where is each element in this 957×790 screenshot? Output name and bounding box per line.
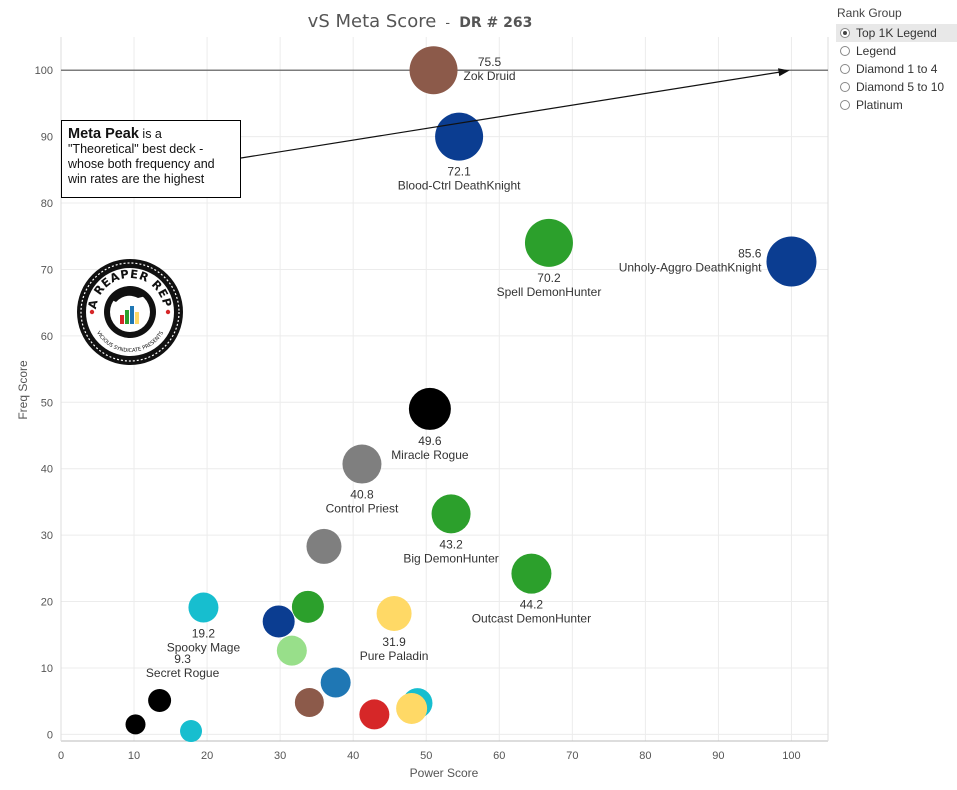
y-tick-label: 20 xyxy=(41,597,53,609)
data-point[interactable] xyxy=(524,218,573,267)
point-name-label: Secret Rogue xyxy=(146,666,220,680)
annotation-text: is a "Theoretical" best deck - whose bot… xyxy=(68,127,215,186)
radio-icon[interactable] xyxy=(840,100,850,110)
legend-item[interactable]: Legend xyxy=(836,42,957,60)
radio-icon[interactable] xyxy=(840,64,850,74)
data-point[interactable] xyxy=(376,595,412,631)
point-name-label: Blood-Ctrl DeathKnight xyxy=(398,179,521,193)
point-value-label: 44.2 xyxy=(520,598,544,612)
y-tick-label: 70 xyxy=(41,264,53,276)
legend-item-label: Top 1K Legend xyxy=(856,26,937,40)
legend-item-label: Platinum xyxy=(856,98,903,112)
data-reaper-logo: DATA REAPER REPORT VICIOUS SYNDICATE PRE… xyxy=(76,258,183,365)
point-value-label: 43.2 xyxy=(439,537,463,551)
chart-title-sep: - xyxy=(445,16,450,31)
point-name-label: Spooky Mage xyxy=(167,641,241,655)
rank-group-legend: Rank Group Top 1K Legend Legend Diamond 1 … xyxy=(836,6,957,114)
x-tick-label: 70 xyxy=(566,750,578,762)
data-point[interactable] xyxy=(148,688,172,712)
point-name-label: Unholy-Aggro DeathKnight xyxy=(619,260,762,274)
radio-icon[interactable] xyxy=(840,28,850,38)
y-tick-label: 90 xyxy=(41,132,53,144)
data-point[interactable] xyxy=(262,605,295,638)
point-name-label: Miracle Rogue xyxy=(391,448,469,462)
legend-item[interactable]: Diamond 1 to 4 xyxy=(836,60,957,78)
scatter-chart: vS Meta Score - DR # 263 0 10 20 30 40 50 60 70… xyxy=(16,11,829,780)
point-value-label: 19.2 xyxy=(192,627,216,641)
x-tick-label: 90 xyxy=(712,750,724,762)
data-point[interactable] xyxy=(276,635,307,666)
point-name-label: Outcast DemonHunter xyxy=(472,612,591,626)
point-name-label: Spell DemonHunter xyxy=(497,285,602,299)
point-value-label: 49.6 xyxy=(418,434,442,448)
data-point[interactable] xyxy=(294,687,324,717)
y-axis-label: Freq Score xyxy=(16,360,30,420)
y-tick-label: 50 xyxy=(41,397,53,409)
y-tick-label: 10 xyxy=(41,663,53,675)
point-name-label: Pure Paladin xyxy=(360,649,429,663)
data-point[interactable] xyxy=(408,387,451,430)
legend-items: Top 1K Legend Legend Diamond 1 to 4 Diamond… xyxy=(836,24,957,114)
data-point[interactable] xyxy=(359,699,390,730)
legend-item[interactable]: Diamond 5 to 10 xyxy=(836,78,957,96)
arrow-head xyxy=(778,68,790,77)
y-tick-label: 100 xyxy=(35,65,53,77)
data-point[interactable] xyxy=(511,553,552,594)
data-point[interactable] xyxy=(766,236,817,287)
data-point[interactable] xyxy=(396,692,428,724)
x-tick-label: 60 xyxy=(493,750,505,762)
data-point[interactable] xyxy=(320,667,351,698)
radio-icon[interactable] xyxy=(840,46,850,56)
y-tick-label: 40 xyxy=(41,464,53,476)
legend-item[interactable]: Platinum xyxy=(836,96,957,114)
x-tick-label: 30 xyxy=(274,750,286,762)
data-point[interactable] xyxy=(431,494,471,534)
y-tick-label: 60 xyxy=(41,331,53,343)
point-name-label: Zok Druid xyxy=(464,69,516,83)
data-point[interactable] xyxy=(435,112,484,161)
data-point[interactable] xyxy=(409,46,458,95)
x-tick-label: 10 xyxy=(128,750,140,762)
point-value-label: 72.1 xyxy=(447,165,471,179)
x-axis-label: Power Score xyxy=(410,766,479,780)
data-point[interactable] xyxy=(342,444,382,484)
point-value-label: 70.2 xyxy=(537,271,561,285)
x-tick-label: 20 xyxy=(201,750,213,762)
x-tick-label: 80 xyxy=(639,750,651,762)
data-point[interactable] xyxy=(188,592,219,623)
point-name-label: Control Priest xyxy=(326,502,399,516)
data-point[interactable] xyxy=(180,720,203,743)
data-point[interactable] xyxy=(291,590,324,623)
chart-title: vS Meta Score - DR # 263 xyxy=(308,11,533,32)
meta-peak-annotation: Meta Peak is a "Theoretical" best deck -… xyxy=(61,120,241,198)
point-value-label: 75.5 xyxy=(478,55,502,69)
legend-item-label: Diamond 5 to 10 xyxy=(856,80,945,94)
radio-icon[interactable] xyxy=(840,82,850,92)
chart-title-main: vS Meta Score xyxy=(308,11,437,32)
annotation-bold: Meta Peak xyxy=(68,126,139,142)
data-point[interactable] xyxy=(125,714,146,735)
legend-title: Rank Group xyxy=(837,6,902,20)
chart-subtitle: DR # 263 xyxy=(459,15,532,31)
y-tick-label: 30 xyxy=(41,530,53,542)
arrow-line xyxy=(240,71,780,159)
y-tick-label: 0 xyxy=(47,729,53,741)
legend-item[interactable]: Top 1K Legend xyxy=(836,24,957,42)
x-tick-label: 50 xyxy=(420,750,432,762)
point-value-label: 85.6 xyxy=(738,246,762,260)
legend-item-label: Legend xyxy=(856,44,897,58)
point-value-label: 40.8 xyxy=(350,488,374,502)
data-points xyxy=(125,46,817,743)
point-value-label: 31.9 xyxy=(382,635,406,649)
meta-peak-arrow xyxy=(240,68,790,159)
x-tick-label: 40 xyxy=(347,750,359,762)
y-tick-label: 80 xyxy=(41,198,53,210)
x-tick-label: 0 xyxy=(58,750,64,762)
point-value-label: 9.3 xyxy=(174,652,191,666)
point-name-label: Big DemonHunter xyxy=(403,551,498,565)
legend-item-label: Diamond 1 to 4 xyxy=(856,62,938,76)
data-point[interactable] xyxy=(306,528,342,564)
x-tick-label: 100 xyxy=(782,750,800,762)
